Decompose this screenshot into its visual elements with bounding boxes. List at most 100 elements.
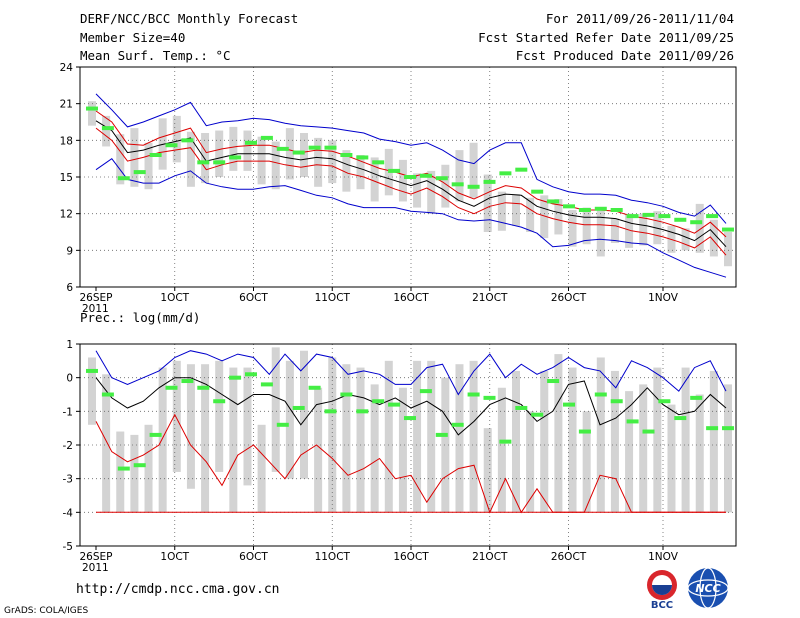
precip-obs-mark <box>674 416 687 421</box>
precip-spread-box <box>229 367 238 513</box>
precip-obs-mark <box>117 466 130 471</box>
temp-spread-box <box>186 131 195 187</box>
temp-xtick-year: 2011 <box>82 303 109 315</box>
precip-spread-box <box>653 367 662 513</box>
precip-title: Prec.: log(mm/d) <box>80 310 200 325</box>
precip-spread-box <box>342 364 351 513</box>
precip-series-upper <box>95 350 727 396</box>
precip-spread-box <box>215 360 224 472</box>
chart-title: DERF/NCC/BCC Monthly Forecast <box>80 11 299 26</box>
temp-obs-mark <box>563 204 575 209</box>
temp-obs-mark <box>117 176 130 181</box>
precip-spread-box <box>384 360 393 513</box>
precip-spread-box <box>285 360 294 479</box>
temp-xtick-label: 6OCT <box>239 292 268 304</box>
temp-spread-box <box>229 126 238 171</box>
precip-obs-mark <box>372 399 385 404</box>
precip-spread-box <box>526 411 535 513</box>
temp-obs-mark <box>149 153 162 157</box>
precip-spread-box <box>596 357 605 513</box>
temp-spread-box <box>540 195 549 239</box>
precip-spread-box <box>625 391 634 513</box>
precip-obs-mark <box>181 379 194 384</box>
temp-ytick-label: 18 <box>60 135 73 147</box>
temp-spread-box <box>102 115 111 147</box>
temp-obs-mark <box>483 179 496 184</box>
temp-obs-mark <box>531 189 544 194</box>
member-size: Member Size=40 <box>80 30 186 45</box>
temp-spread-box <box>243 130 252 171</box>
temp-spread-box <box>709 219 718 257</box>
temp-spread-box <box>681 228 690 251</box>
precip-spread-box <box>441 377 450 513</box>
precip-obs-mark <box>340 392 353 397</box>
temp-obs-mark <box>324 145 337 150</box>
temp-obs-mark <box>245 140 257 145</box>
temp-ytick-label: 15 <box>60 172 73 184</box>
precip-xtick-label: 16OCT <box>393 551 429 563</box>
precip-spread-box <box>639 384 648 513</box>
bcc-logo-text: BCC <box>651 600 673 610</box>
precip-spread-box <box>243 367 252 486</box>
precip-obs-mark <box>245 372 257 377</box>
temp-ytick-label: 6 <box>66 282 73 294</box>
forecast-period: For 2011/09/26-2011/11/04 <box>545 11 734 26</box>
precip-xtick-label: 21OCT <box>472 551 508 563</box>
temp-spread-box <box>398 159 407 202</box>
precip-xtick-label: 1NOV <box>648 551 679 563</box>
precip-obs-mark <box>308 385 321 390</box>
temp-spread-box <box>88 101 96 126</box>
temp-spread-box <box>201 133 210 184</box>
temp-obs-mark <box>308 145 321 150</box>
precip-xtick-label: 11OCT <box>315 551 351 563</box>
temp-spread-box <box>427 170 436 214</box>
temp-obs-mark <box>292 150 305 155</box>
precip-xtick-label: 26OCT <box>551 551 587 563</box>
grads-credit: GrADS: COLA/IGES <box>4 606 89 616</box>
precip-spread-box <box>116 431 125 513</box>
precip-obs-mark <box>563 402 575 407</box>
temp-obs-mark <box>690 220 703 225</box>
temp-obs-mark <box>674 217 687 222</box>
temp-obs-mark <box>229 155 242 160</box>
precip-spread-box <box>172 360 181 472</box>
precip-spread-box <box>455 364 464 513</box>
precip-ytick-label: -4 <box>63 507 74 519</box>
precip-obs-mark <box>260 382 273 387</box>
precip-spread-box <box>144 424 153 513</box>
precip-obs-mark <box>149 432 162 437</box>
precip-spread-box <box>568 367 577 513</box>
temp-ytick-label: 24 <box>60 62 74 74</box>
temp-ytick-label: 9 <box>66 245 73 257</box>
precip-obs-mark <box>515 405 528 410</box>
temp-spread-box <box>215 130 224 177</box>
precip-obs-mark <box>499 439 512 444</box>
precip-obs-mark <box>594 392 607 397</box>
precip-spread-box <box>398 387 407 513</box>
temp-obs-mark <box>165 143 178 148</box>
temp-spread-box <box>526 197 535 232</box>
temp-spread-box <box>257 136 266 185</box>
footer-url[interactable]: http://cmdp.ncc.cma.gov.cn <box>76 582 280 597</box>
temp-spread-box <box>724 232 732 267</box>
temp-xtick-label: 26SEP <box>80 292 113 304</box>
temp-obs-mark <box>133 170 146 175</box>
temp-obs-mark <box>547 199 560 204</box>
temp-obs-mark <box>86 106 98 111</box>
temp-spread-box <box>610 218 619 243</box>
precip-obs-mark <box>165 385 178 390</box>
temp-obs-mark <box>658 214 671 219</box>
precip-spread-box <box>271 347 280 472</box>
precip-spread-box <box>158 367 167 513</box>
temp-obs-mark <box>419 173 432 178</box>
temp-spread-box <box>483 174 492 232</box>
started-date: Fcst Started Refer Date 2011/09/25 <box>478 30 734 45</box>
precip-spread-box <box>257 424 266 513</box>
temp-spread-box <box>356 155 365 190</box>
precip-obs-mark <box>706 426 719 431</box>
precip-obs-mark <box>658 399 671 404</box>
temp-obs-mark <box>372 160 385 165</box>
temp-series-min <box>95 158 727 278</box>
precip-spread-box <box>610 370 619 513</box>
precip-obs-mark <box>324 409 337 414</box>
